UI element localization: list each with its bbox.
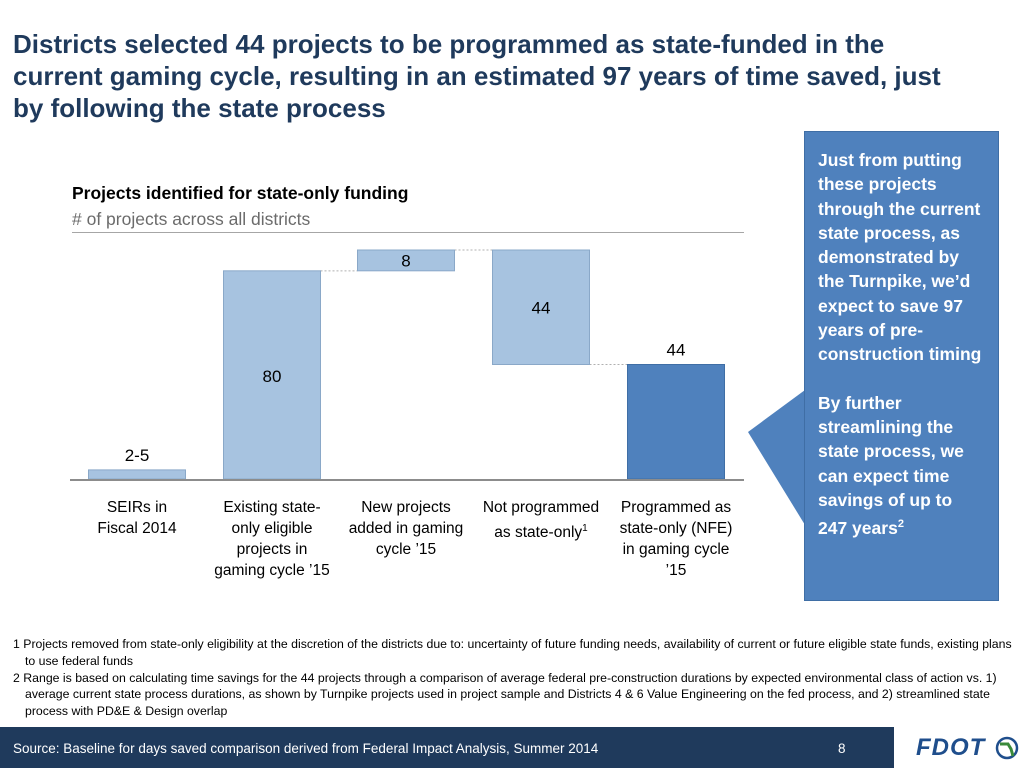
callout-paragraph-2-text: By further streamlining the state proces… — [818, 392, 964, 538]
slide-title: Districts selected 44 projects to be pro… — [13, 29, 941, 123]
waterfall-chart: 2-5 80 8 44 44 — [70, 249, 744, 481]
category-label: New projects added in gaming cycle ’15 — [348, 499, 464, 558]
callout-paragraph-2: By further streamlining the state proces… — [818, 391, 986, 541]
footnote-1: 1 Projects removed from state-only eligi… — [13, 637, 1012, 668]
bar-3 — [357, 249, 455, 272]
bar-value-label: 44 — [532, 298, 551, 317]
callout-paragraph-1: Just from putting these projects through… — [818, 150, 982, 365]
bar-value-label: 80 — [263, 367, 282, 386]
category-label: Existing state-only eligible projects in g… — [214, 499, 330, 579]
bar-value-label: 2-5 — [125, 446, 150, 465]
callout-box: Just from putting these projects through… — [804, 131, 999, 601]
bar-4 — [492, 249, 590, 365]
bar-1 — [88, 469, 186, 480]
florida-mark-icon — [995, 736, 1019, 760]
subtitle-divider — [72, 232, 744, 233]
page-number: 8 — [838, 741, 846, 756]
bar-2 — [223, 270, 321, 480]
logo-text: FDOT — [916, 734, 986, 761]
footer-bar: Source: Baseline for days saved comparis… — [0, 727, 1024, 768]
fdot-logo: FDOT — [894, 727, 1024, 768]
category-label: SEIRs in Fiscal 2014 — [97, 499, 177, 537]
footnote-2: 2 Range is based on calculating time sav… — [13, 670, 997, 719]
category-label: Not programmed as state-only1 — [482, 499, 600, 542]
chart-subtitle: # of projects across all districts — [72, 209, 311, 229]
chart-title: Projects identified for state-only fundi… — [72, 183, 409, 203]
footnotes: 1 Projects removed from state-only eligi… — [13, 636, 1013, 720]
source-note: Source: Baseline for days saved comparis… — [13, 741, 599, 756]
bar-value-label: 44 — [667, 341, 686, 360]
callout-footnote-ref: 2 — [897, 518, 904, 531]
bar-value-label: 8 — [401, 251, 410, 270]
callout-pointer — [748, 390, 805, 525]
category-label: Programmed as state-only (NFE) in gaming c… — [619, 499, 733, 579]
bar-5 — [627, 364, 725, 480]
